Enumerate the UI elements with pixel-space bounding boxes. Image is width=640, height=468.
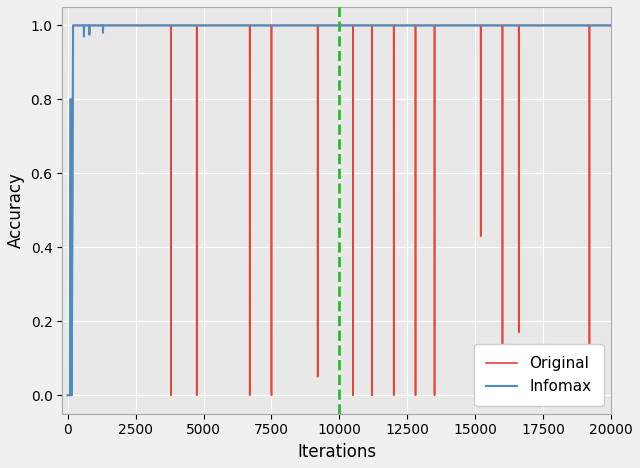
Original <box>66 393 74 398</box>
Original <box>268 393 275 398</box>
Original <box>167 22 175 28</box>
Infomax <box>86 22 93 28</box>
Original <box>412 22 419 28</box>
Original <box>390 22 397 28</box>
Line: Infomax: Infomax <box>68 25 611 395</box>
Original <box>349 22 357 28</box>
Original <box>314 22 322 28</box>
Infomax <box>66 393 74 398</box>
Legend: Original, Infomax: Original, Infomax <box>474 344 604 406</box>
Original <box>167 22 175 28</box>
Original <box>390 393 397 398</box>
Infomax <box>99 30 107 36</box>
Infomax <box>607 22 615 28</box>
Original <box>246 22 253 28</box>
Original <box>499 22 506 28</box>
Original <box>246 22 253 28</box>
Original <box>67 96 74 102</box>
Original <box>193 393 200 398</box>
Original <box>368 393 376 398</box>
Y-axis label: Accuracy: Accuracy <box>7 172 25 249</box>
Original <box>412 393 419 398</box>
Original <box>67 96 75 102</box>
Original <box>431 22 438 28</box>
Infomax <box>86 32 93 37</box>
Original <box>607 22 615 28</box>
Infomax <box>68 393 76 398</box>
Original <box>193 22 201 28</box>
Original <box>499 393 506 398</box>
Original <box>431 22 438 28</box>
Infomax <box>99 22 107 28</box>
Original <box>477 22 484 28</box>
X-axis label: Iterations: Iterations <box>297 443 376 461</box>
Infomax <box>67 96 74 102</box>
Original <box>431 393 438 398</box>
Original <box>477 234 484 239</box>
Original <box>167 393 175 398</box>
Line: Original: Original <box>68 25 611 395</box>
Infomax <box>80 22 88 28</box>
Original <box>193 22 200 28</box>
Original <box>268 22 275 28</box>
Original <box>64 393 72 398</box>
Infomax <box>80 22 88 28</box>
Original <box>586 22 593 28</box>
Infomax <box>85 22 93 28</box>
Original <box>69 22 77 28</box>
Original <box>349 22 356 28</box>
Original <box>586 393 593 398</box>
Original <box>515 329 523 335</box>
Original <box>515 22 523 28</box>
Original <box>68 393 76 398</box>
Original <box>268 22 275 28</box>
Original <box>349 393 357 398</box>
Original <box>515 22 522 28</box>
Original <box>477 22 484 28</box>
Original <box>499 22 506 28</box>
Infomax <box>80 34 88 39</box>
Original <box>369 22 376 28</box>
Original <box>368 22 376 28</box>
Original <box>412 22 419 28</box>
Infomax <box>64 393 72 398</box>
Infomax <box>99 22 107 28</box>
Infomax <box>67 96 75 102</box>
Original <box>246 393 253 398</box>
Original <box>314 374 321 380</box>
Original <box>314 22 321 28</box>
Original <box>586 22 593 28</box>
Original <box>390 22 397 28</box>
Infomax <box>69 22 77 28</box>
